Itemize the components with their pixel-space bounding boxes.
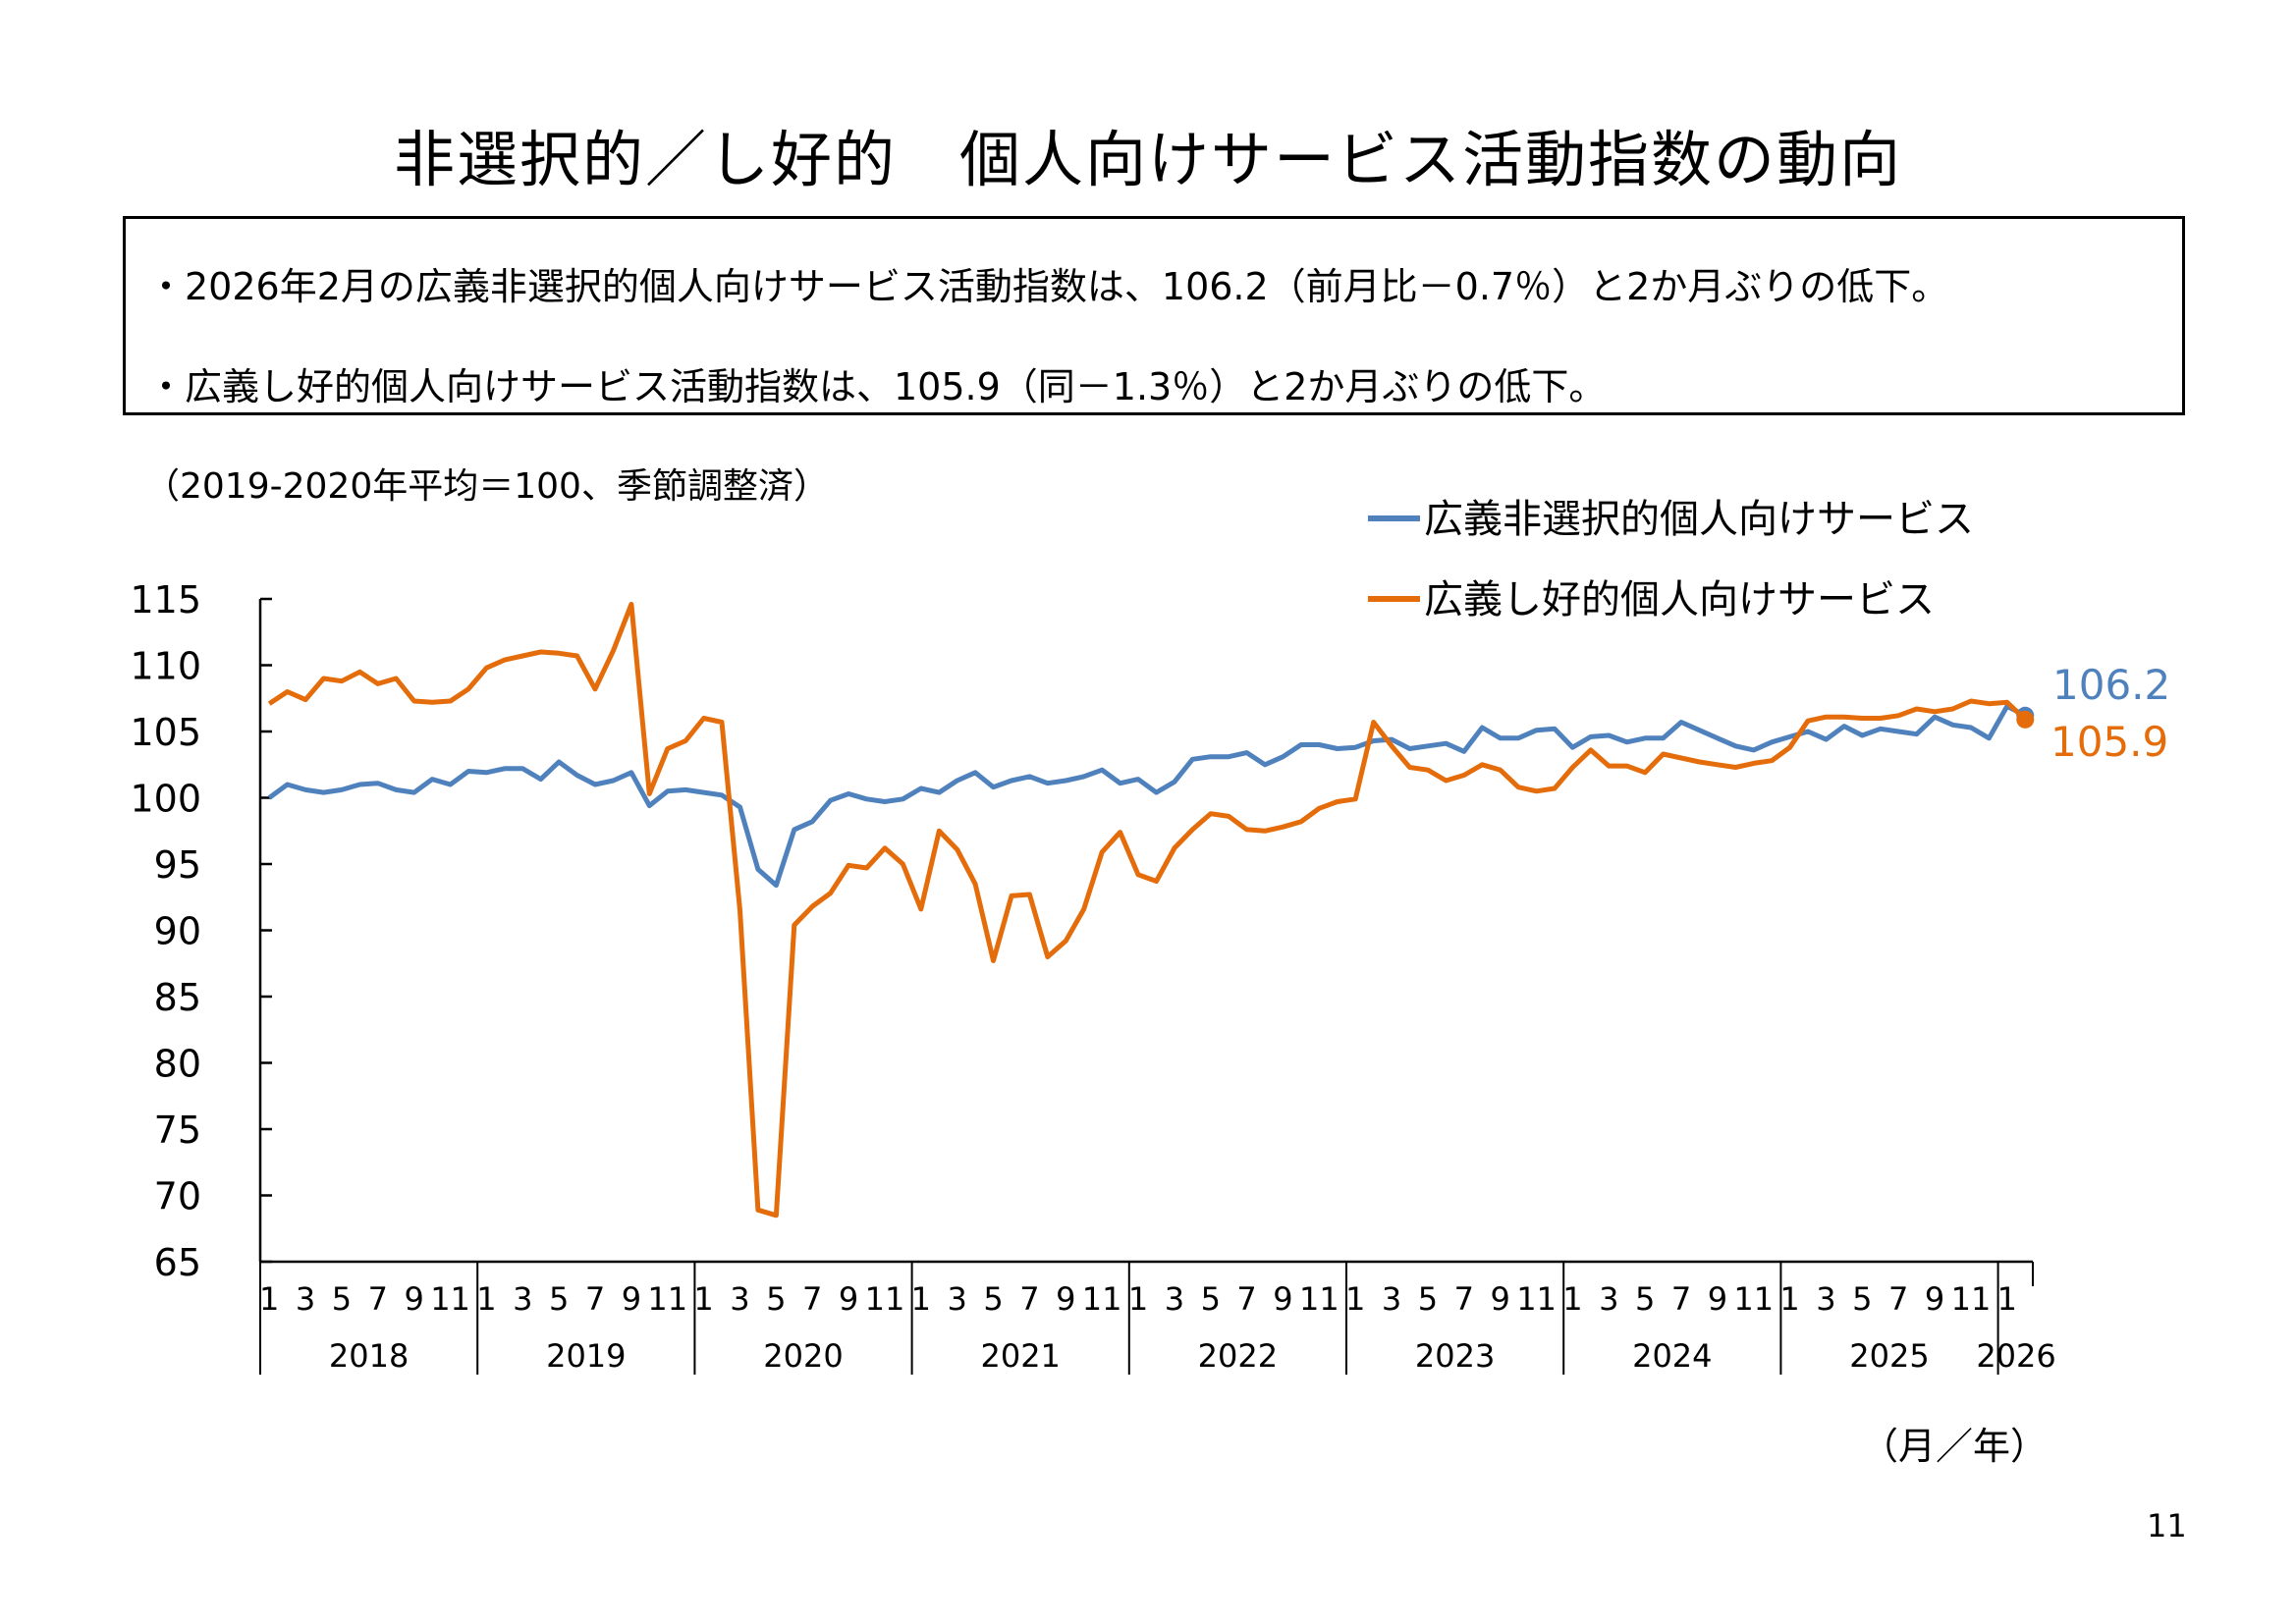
summary-bullet-2: ・広義し好的個人向けサービス活動指数は、105.9（同－1.3％）と2か月ぶりの… xyxy=(147,365,1607,408)
month-tick-label: 3 xyxy=(1165,1280,1184,1318)
month-tick-label: 5 xyxy=(766,1280,786,1318)
series-line-nonselective xyxy=(267,703,2027,889)
y-tick-label: 95 xyxy=(154,843,201,887)
month-tick-label: 5 xyxy=(1201,1280,1221,1318)
y-tick-label: 115 xyxy=(130,578,201,622)
y-tick-label: 100 xyxy=(130,778,201,821)
month-tick-label: 3 xyxy=(1382,1280,1401,1318)
end-label-discretionary: 105.9 xyxy=(2050,718,2168,766)
month-tick-label: 1 xyxy=(259,1280,279,1318)
month-tick-label: 5 xyxy=(549,1280,569,1318)
month-tick-label: 5 xyxy=(1852,1280,1872,1318)
month-tick-label: 11 xyxy=(430,1280,470,1318)
y-tick-label: 90 xyxy=(154,910,201,953)
year-label: 2023 xyxy=(1415,1337,1495,1375)
month-tick-label: 3 xyxy=(1599,1280,1618,1318)
month-tick-label: 11 xyxy=(1082,1280,1122,1318)
y-tick-label: 65 xyxy=(154,1241,201,1284)
y-tick-label: 110 xyxy=(130,645,201,688)
month-tick-label: 1 xyxy=(1345,1280,1365,1318)
month-tick-label: 5 xyxy=(1418,1280,1438,1318)
month-tick-label: 3 xyxy=(296,1280,315,1318)
month-tick-label: 7 xyxy=(1888,1280,1908,1318)
month-tick-label: 9 xyxy=(1273,1280,1292,1318)
year-label: 2020 xyxy=(763,1337,843,1375)
y-tick-label: 70 xyxy=(154,1175,201,1218)
summary-box: ・2026年2月の広義非選択的個人向けサービス活動指数は、106.2（前月比－0… xyxy=(123,216,2185,415)
month-tick-label: 9 xyxy=(839,1280,858,1318)
month-tick-label: 9 xyxy=(405,1280,424,1318)
month-tick-label: 3 xyxy=(513,1280,532,1318)
year-label: 2024 xyxy=(1632,1337,1712,1375)
series-line-discretionary xyxy=(267,601,2028,1218)
y-tick-label: 85 xyxy=(154,976,201,1019)
month-tick-label: 9 xyxy=(1925,1280,1944,1318)
year-label: 2026 xyxy=(1976,1337,2055,1375)
month-tick-label: 1 xyxy=(1128,1280,1148,1318)
end-label-nonselective: 106.2 xyxy=(2052,661,2170,709)
year-label: 2021 xyxy=(980,1337,1060,1375)
month-tick-label: 5 xyxy=(1635,1280,1655,1318)
month-tick-label: 11 xyxy=(647,1280,687,1318)
month-tick-label: 1 xyxy=(1562,1280,1582,1318)
month-tick-label: 3 xyxy=(730,1280,749,1318)
year-label: 2019 xyxy=(546,1337,626,1375)
month-tick-label: 11 xyxy=(865,1280,905,1318)
legend-label-discretionary: 広義し好的個人向けサービス xyxy=(1424,577,1935,623)
month-tick-label: 7 xyxy=(1236,1280,1256,1318)
month-tick-label: 9 xyxy=(1491,1280,1510,1318)
legend-label-nonselective: 広義非選択的個人向けサービス xyxy=(1424,497,1974,542)
month-tick-label: 9 xyxy=(1708,1280,1727,1318)
month-tick-label: 1 xyxy=(1779,1280,1799,1318)
year-label: 2018 xyxy=(329,1337,409,1375)
page-title: 非選択的／し好的 個人向けサービス活動指数の動向 xyxy=(393,124,1902,195)
y-tick-label: 105 xyxy=(130,711,201,754)
y-tick-label: 75 xyxy=(154,1109,201,1152)
month-tick-label: 11 xyxy=(1299,1280,1339,1318)
x-axis-unit-label: （月／年） xyxy=(1861,1425,2049,1468)
year-label: 2022 xyxy=(1198,1337,1278,1375)
month-tick-label: 5 xyxy=(332,1280,352,1318)
month-tick-label: 1 xyxy=(693,1280,713,1318)
month-tick-label: 7 xyxy=(1019,1280,1039,1318)
end-point-marker-discretionary xyxy=(2016,710,2035,729)
month-tick-label: 11 xyxy=(1516,1280,1557,1318)
month-tick-label: 11 xyxy=(1733,1280,1774,1318)
month-tick-label: 7 xyxy=(1454,1280,1474,1318)
month-tick-label: 1 xyxy=(1997,1280,2017,1318)
month-tick-label: 7 xyxy=(585,1280,605,1318)
y-tick-label: 80 xyxy=(154,1043,201,1086)
month-tick-label: 7 xyxy=(802,1280,822,1318)
month-tick-label: 7 xyxy=(368,1280,388,1318)
month-tick-label: 7 xyxy=(1671,1280,1691,1318)
index-base-note: （2019-2020年平均＝100、季節調整済） xyxy=(144,466,829,507)
month-tick-label: 3 xyxy=(1816,1280,1835,1318)
month-tick-label: 1 xyxy=(476,1280,496,1318)
page-number: 11 xyxy=(2147,1507,2187,1544)
month-tick-label: 5 xyxy=(983,1280,1003,1318)
month-tick-label: 9 xyxy=(622,1280,641,1318)
month-tick-label: 3 xyxy=(948,1280,967,1318)
year-label: 2025 xyxy=(1849,1337,1929,1375)
month-tick-label: 9 xyxy=(1056,1280,1075,1318)
summary-bullet-1: ・2026年2月の広義非選択的個人向けサービス活動指数は、106.2（前月比－0… xyxy=(147,265,1949,308)
month-tick-label: 11 xyxy=(1951,1280,1992,1318)
month-tick-label: 1 xyxy=(911,1280,931,1318)
